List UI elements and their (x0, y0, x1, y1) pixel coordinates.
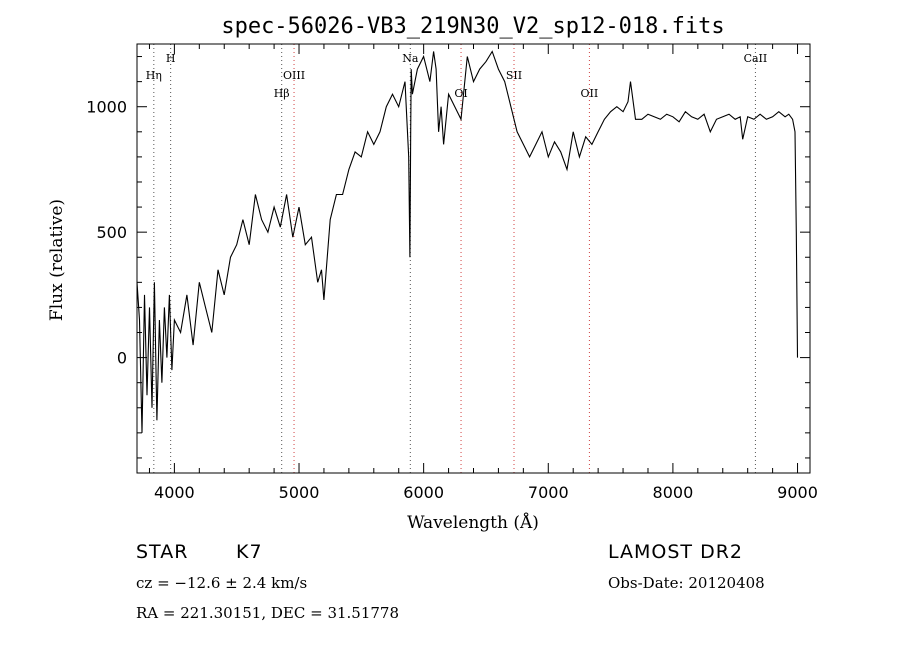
line-label: Na (402, 52, 419, 65)
x-tick-label: 6000 (403, 483, 444, 502)
line-label: Hη (146, 69, 162, 82)
object-class: STAR (136, 541, 189, 563)
y-axis-label: Flux (relative) (47, 199, 67, 321)
x-tick-label: 9000 (777, 483, 818, 502)
plot-frame (136, 43, 811, 474)
x-tick-label: 8000 (653, 483, 694, 502)
line-label: OII (581, 87, 599, 100)
line-label: OIII (283, 69, 305, 82)
absorption-line-markers (153, 44, 756, 473)
x-tick-label: 7000 (528, 483, 569, 502)
line-label: Hβ (274, 87, 290, 100)
object-subclass: K7 (236, 541, 263, 563)
y-tick-label: 1000 (86, 98, 127, 117)
line-label: SII (506, 69, 522, 82)
y-tick-label: 0 (117, 349, 127, 368)
axis-tick-labels: 4000 5000 6000 7000 8000 9000 0 500 1000 (86, 98, 818, 502)
observation-date: Obs-Date: 20120408 (608, 574, 765, 592)
line-label: CaII (744, 52, 768, 65)
ra-dec-coordinates: RA = 221.30151, DEC = 31.51778 (136, 604, 400, 622)
x-tick-label: 5000 (279, 483, 320, 502)
y-tick-label: 500 (96, 223, 127, 242)
x-axis-label: Wavelength (Å) (407, 512, 539, 533)
spectral-line-labels: Hη H OIII Hβ Na OI SII OII CaII (146, 52, 768, 100)
chart-title: spec-56026-VB3_219N30_V2_sp12-018.fits (221, 14, 724, 39)
survey-name: LAMOST DR2 (608, 541, 743, 563)
axis-ticks (137, 44, 810, 473)
line-label: OI (454, 87, 467, 100)
line-label: H (166, 52, 176, 65)
x-tick-label: 4000 (154, 483, 195, 502)
spectrum-series-line (136, 50, 799, 433)
redshift-velocity: cz = −12.6 ± 2.4 km/s (136, 574, 308, 592)
